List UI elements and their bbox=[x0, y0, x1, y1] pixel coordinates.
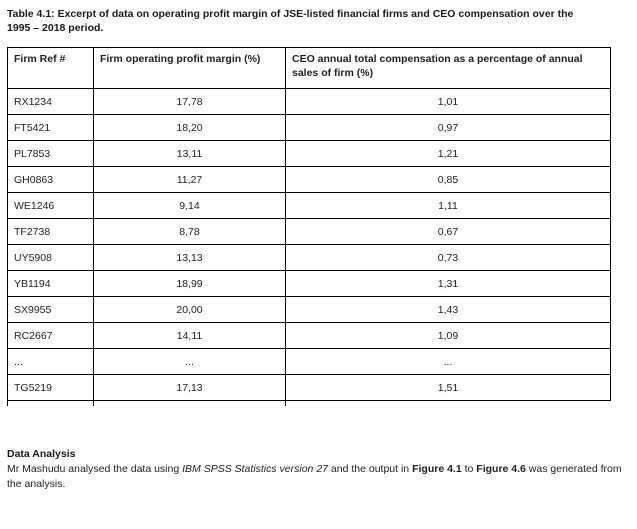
ceo-compensation-cell: 0,97 bbox=[285, 114, 611, 141]
profit-margin-cell: 11,27 bbox=[93, 166, 286, 193]
firm-ref-cell: TF2738 bbox=[7, 218, 94, 245]
table-row: SX9955 20,00 1,43 bbox=[7, 296, 611, 323]
ceo-compensation-cell: 1,51 bbox=[285, 374, 611, 401]
ceo-compensation-cell: 0,67 bbox=[285, 218, 611, 245]
paragraph-segment: IBM SPSS Statistics version 27 bbox=[182, 463, 328, 475]
table-border-stub bbox=[93, 401, 94, 406]
paragraph-segment: to bbox=[461, 463, 477, 475]
paragraph-segment: Mr Mashudu analysed the data using bbox=[7, 463, 183, 475]
table-row: YB1194 18,99 1,31 bbox=[7, 270, 611, 297]
firm-ref-cell: GH0863 bbox=[7, 166, 94, 193]
profit-margin-cell: 13,11 bbox=[93, 140, 286, 167]
table-row: ... ... ... bbox=[7, 348, 611, 375]
data-table-wrap: Firm Ref # Firm operating profit margin … bbox=[7, 47, 611, 406]
table-row: PL7853 13,11 1,21 bbox=[7, 140, 611, 167]
table-caption-line1: Table 4.1: Excerpt of data on operating … bbox=[7, 8, 574, 20]
firm-ref-cell: TG5219 bbox=[7, 374, 94, 401]
profit-margin-cell: 13,13 bbox=[93, 244, 286, 271]
firm-ref-cell: ... bbox=[7, 348, 94, 375]
ceo-compensation-cell: 1,43 bbox=[285, 296, 611, 323]
table-border-stub bbox=[7, 401, 8, 406]
table-caption: Table 4.1: Excerpt of data on operating … bbox=[7, 7, 625, 35]
data-table: Firm Ref # Firm operating profit margin … bbox=[7, 47, 611, 401]
profit-margin-cell: 20,00 bbox=[93, 296, 286, 323]
data-analysis-heading: Data Analysis bbox=[7, 448, 76, 460]
column-header-firm-ref: Firm Ref # bbox=[7, 47, 94, 89]
table-body: RX1234 17,78 1,01 FT5421 18,20 0,97 PL78… bbox=[7, 88, 611, 401]
table-row: FT5421 18,20 0,97 bbox=[7, 114, 611, 141]
table-row: UY5908 13,13 0,73 bbox=[7, 244, 611, 271]
ceo-compensation-cell: ... bbox=[285, 348, 611, 375]
firm-ref-cell: FT5421 bbox=[7, 114, 94, 141]
paragraph-segment: Figure 4.6 bbox=[476, 463, 526, 475]
table-row: TF2738 8,78 0,67 bbox=[7, 218, 611, 245]
profit-margin-cell: ... bbox=[93, 348, 286, 375]
firm-ref-cell: RX1234 bbox=[7, 88, 94, 115]
profit-margin-cell: 18,20 bbox=[93, 114, 286, 141]
analysis-paragraph: Mr Mashudu analysed the data using IBM S… bbox=[7, 462, 627, 492]
ceo-compensation-cell: 1,21 bbox=[285, 140, 611, 167]
profit-margin-cell: 17,78 bbox=[93, 88, 286, 115]
firm-ref-cell: RC2667 bbox=[7, 322, 94, 349]
firm-ref-cell: UY5908 bbox=[7, 244, 94, 271]
profit-margin-cell: 17,13 bbox=[93, 374, 286, 401]
table-header-row: Firm Ref # Firm operating profit margin … bbox=[7, 47, 611, 89]
table-row: RC2667 14,11 1,09 bbox=[7, 322, 611, 349]
table-row: RX1234 17,78 1,01 bbox=[7, 88, 611, 115]
paragraph-segment: Figure 4.1 bbox=[412, 463, 462, 475]
table-caption-line2: 1995 – 2018 period. bbox=[7, 22, 104, 34]
firm-ref-cell: PL7853 bbox=[7, 140, 94, 167]
profit-margin-cell: 18,99 bbox=[93, 270, 286, 297]
ceo-compensation-cell: 0,73 bbox=[285, 244, 611, 271]
ceo-compensation-cell: 1,31 bbox=[285, 270, 611, 297]
firm-ref-cell: SX9955 bbox=[7, 296, 94, 323]
profit-margin-cell: 14,11 bbox=[93, 322, 286, 349]
firm-ref-cell: WE1246 bbox=[7, 192, 94, 219]
profit-margin-cell: 8,78 bbox=[93, 218, 286, 245]
paragraph-segment: was generated from the analysis. bbox=[7, 463, 622, 490]
table-row: GH0863 11,27 0,85 bbox=[7, 166, 611, 193]
ceo-compensation-cell: 1,01 bbox=[285, 88, 611, 115]
column-header-profit-margin: Firm operating profit margin (%) bbox=[93, 47, 286, 89]
profit-margin-cell: 9,14 bbox=[93, 192, 286, 219]
ceo-compensation-cell: 0,85 bbox=[285, 166, 611, 193]
table-row: WE1246 9,14 1,11 bbox=[7, 192, 611, 219]
ceo-compensation-cell: 1,11 bbox=[285, 192, 611, 219]
column-header-ceo-compensation: CEO annual total compensation as a perce… bbox=[285, 47, 611, 89]
ceo-compensation-cell: 1,09 bbox=[285, 322, 611, 349]
table-border-stub bbox=[285, 401, 286, 406]
paragraph-segment: and the output in bbox=[328, 463, 413, 475]
table-row: TG5219 17,13 1,51 bbox=[7, 374, 611, 401]
firm-ref-cell: YB1194 bbox=[7, 270, 94, 297]
